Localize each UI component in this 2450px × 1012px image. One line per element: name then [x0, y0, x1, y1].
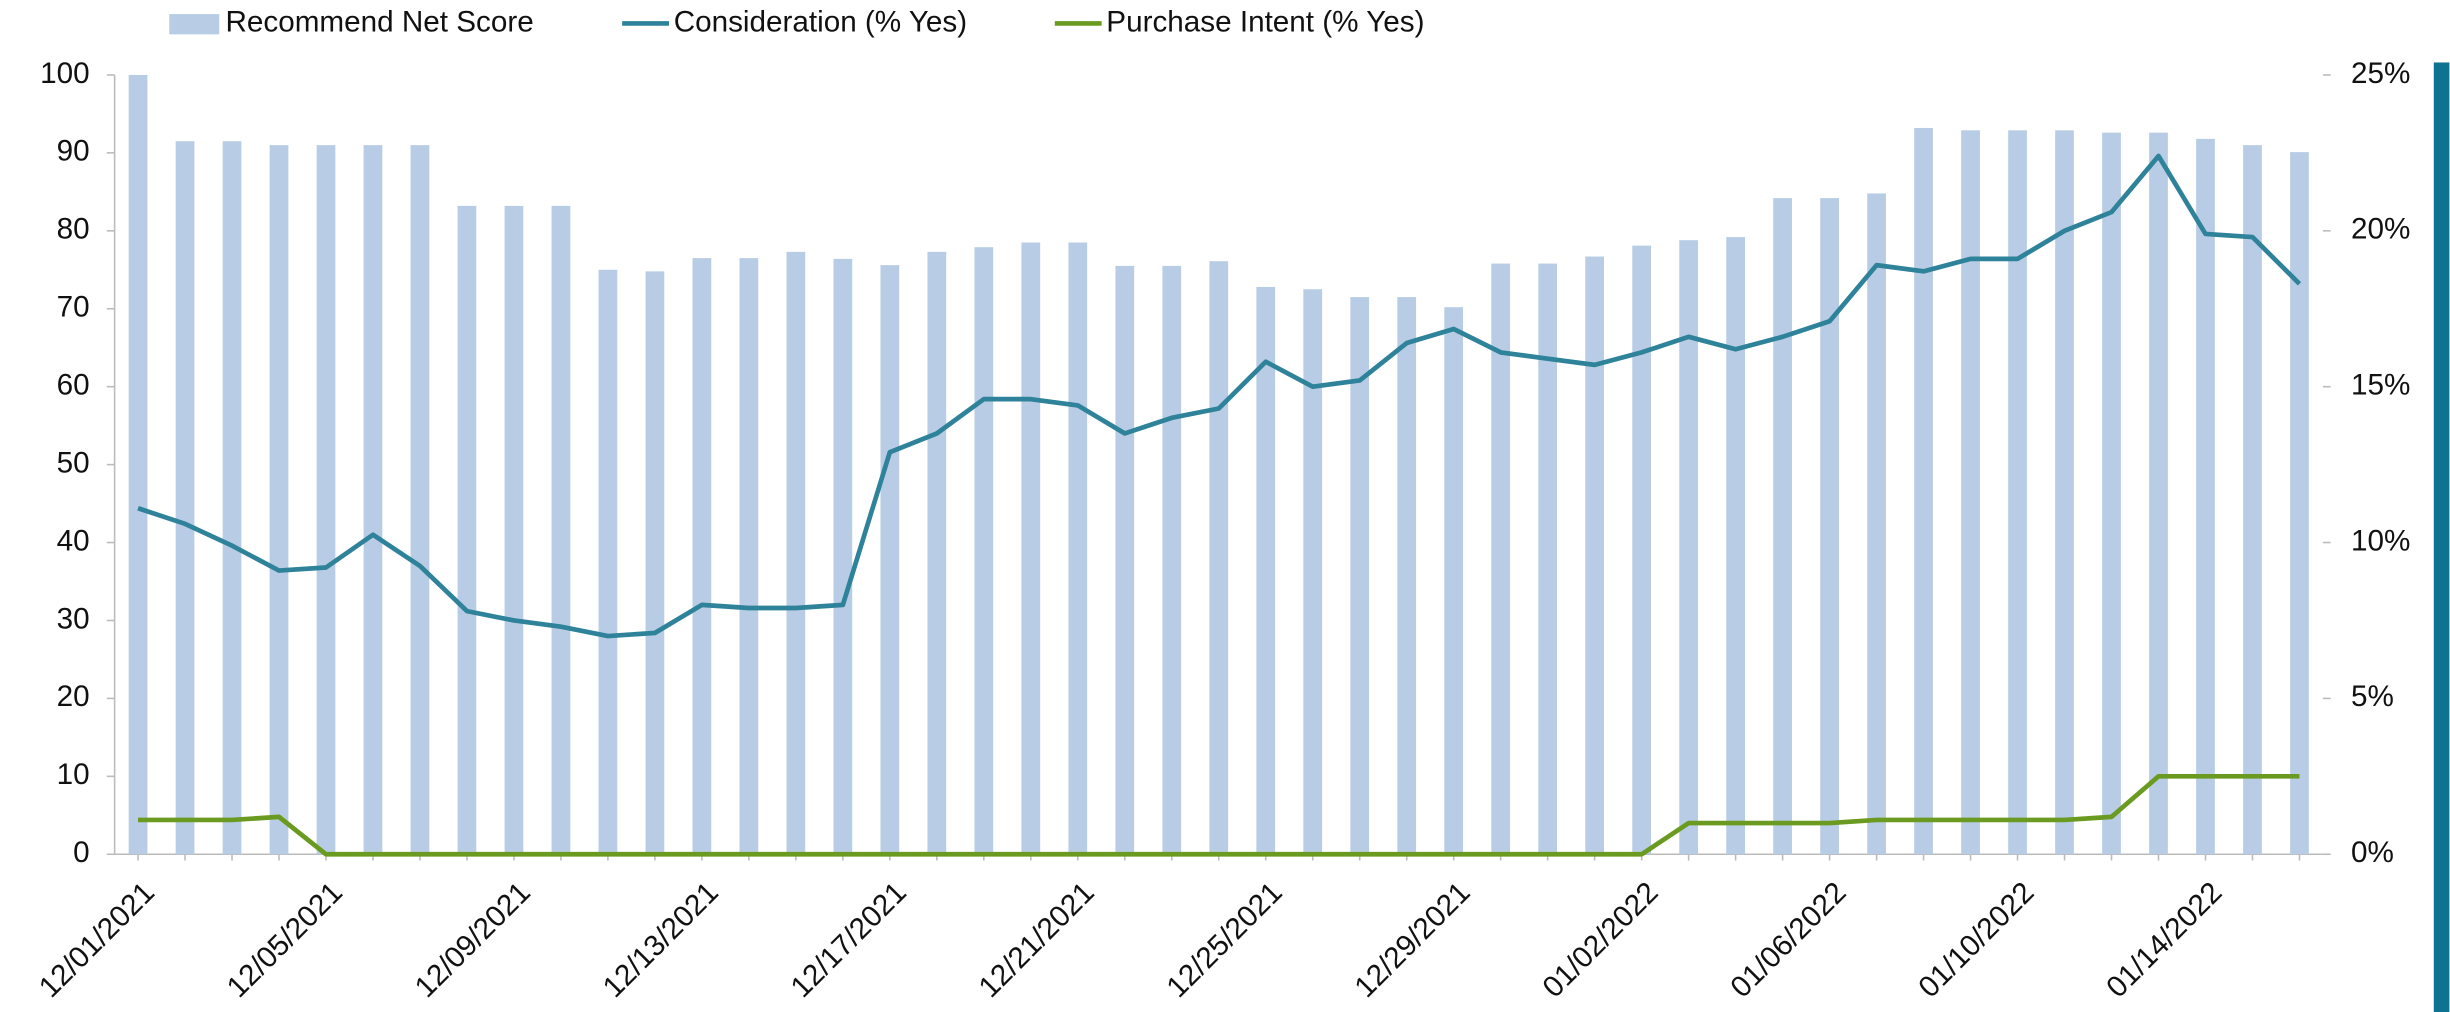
bar: [1632, 245, 1652, 855]
bar: [2243, 145, 2262, 855]
bar: [692, 258, 712, 855]
bar: [2290, 152, 2309, 855]
bar: [175, 141, 195, 855]
y2-tick-label: 25%: [2351, 57, 2410, 90]
x-tick-label: 12/09/2021: [409, 876, 537, 1004]
bar: [1209, 261, 1229, 855]
x-tick-label: 12/13/2021: [597, 876, 725, 1004]
bar: [1115, 265, 1135, 855]
bar: [1585, 256, 1605, 855]
legend-label: Purchase Intent (% Yes): [1106, 5, 1424, 38]
bar: [504, 205, 524, 855]
bar: [1068, 242, 1088, 855]
legend-label: Consideration (% Yes): [674, 5, 967, 38]
y-tick-label: 30: [57, 602, 90, 635]
bar: [1021, 242, 1041, 855]
bar: [1679, 240, 1698, 855]
bar: [316, 145, 336, 855]
bar: [1444, 307, 1464, 855]
legend-label: Recommend Net Score: [225, 5, 533, 38]
bar: [269, 145, 289, 855]
bar: [1491, 263, 1511, 855]
bar: [1162, 265, 1182, 855]
bar: [222, 141, 242, 855]
legend-swatch: [169, 14, 220, 35]
bar: [880, 265, 900, 855]
bar: [1867, 193, 1886, 855]
bar: [974, 247, 994, 855]
y-tick-label: 60: [57, 369, 90, 402]
x-tick-label: 12/17/2021: [785, 876, 913, 1004]
bar: [2008, 130, 2027, 855]
bar: [1961, 130, 1980, 855]
bar: [1303, 289, 1323, 855]
y2-tick-label: 20%: [2351, 213, 2410, 246]
bar: [927, 251, 947, 855]
edge-strip: [2433, 62, 2450, 1012]
bar: [739, 258, 759, 855]
bar: [1914, 127, 1933, 855]
bar: [363, 145, 383, 855]
y2-tick-label: 0%: [2351, 836, 2394, 869]
bar: [598, 269, 618, 855]
bar: [833, 258, 853, 855]
bar: [1538, 263, 1558, 855]
line: [138, 773, 2300, 857]
bar: [1820, 198, 1839, 855]
bar: [457, 205, 477, 855]
bar: [410, 145, 430, 855]
y2-tick-label: 15%: [2351, 369, 2410, 402]
x-tick-label: 01/02/2022: [1536, 876, 1664, 1004]
x-tick-label: 12/25/2021: [1160, 876, 1288, 1004]
bar: [645, 271, 665, 855]
bar: [1256, 286, 1276, 855]
y-tick-label: 80: [57, 213, 90, 246]
y-tick-label: 90: [57, 135, 90, 168]
x-tick-label: 01/10/2022: [1912, 876, 2040, 1004]
y-tick-label: 50: [57, 446, 90, 479]
y2-tick-label: 10%: [2351, 524, 2410, 557]
y-tick-label: 20: [57, 680, 90, 713]
bar: [2196, 138, 2215, 855]
y2-tick-label: 5%: [2351, 680, 2394, 713]
bar: [786, 251, 806, 855]
x-tick-label: 01/06/2022: [1724, 876, 1852, 1004]
bar: [1397, 297, 1417, 855]
bar: [2102, 132, 2121, 855]
x-tick-label: 01/14/2022: [2100, 876, 2228, 1004]
x-tick-label: 12/29/2021: [1348, 876, 1476, 1004]
bar: [128, 74, 148, 855]
y-tick-label: 10: [57, 758, 90, 791]
y-tick-label: 40: [57, 524, 90, 557]
bar: [551, 205, 571, 855]
y-tick-label: 0: [73, 836, 90, 869]
x-tick-label: 12/01/2021: [33, 876, 161, 1004]
line: [137, 153, 2302, 639]
bar: [2149, 132, 2168, 855]
bar: [1773, 198, 1792, 855]
y-tick-label: 70: [57, 291, 90, 324]
y-tick-label: 100: [40, 57, 89, 90]
x-tick-label: 12/05/2021: [221, 876, 349, 1004]
bar: [2055, 130, 2074, 855]
bar: [1726, 237, 1745, 855]
bar: [1350, 297, 1370, 855]
x-tick-label: 12/21/2021: [972, 876, 1100, 1004]
